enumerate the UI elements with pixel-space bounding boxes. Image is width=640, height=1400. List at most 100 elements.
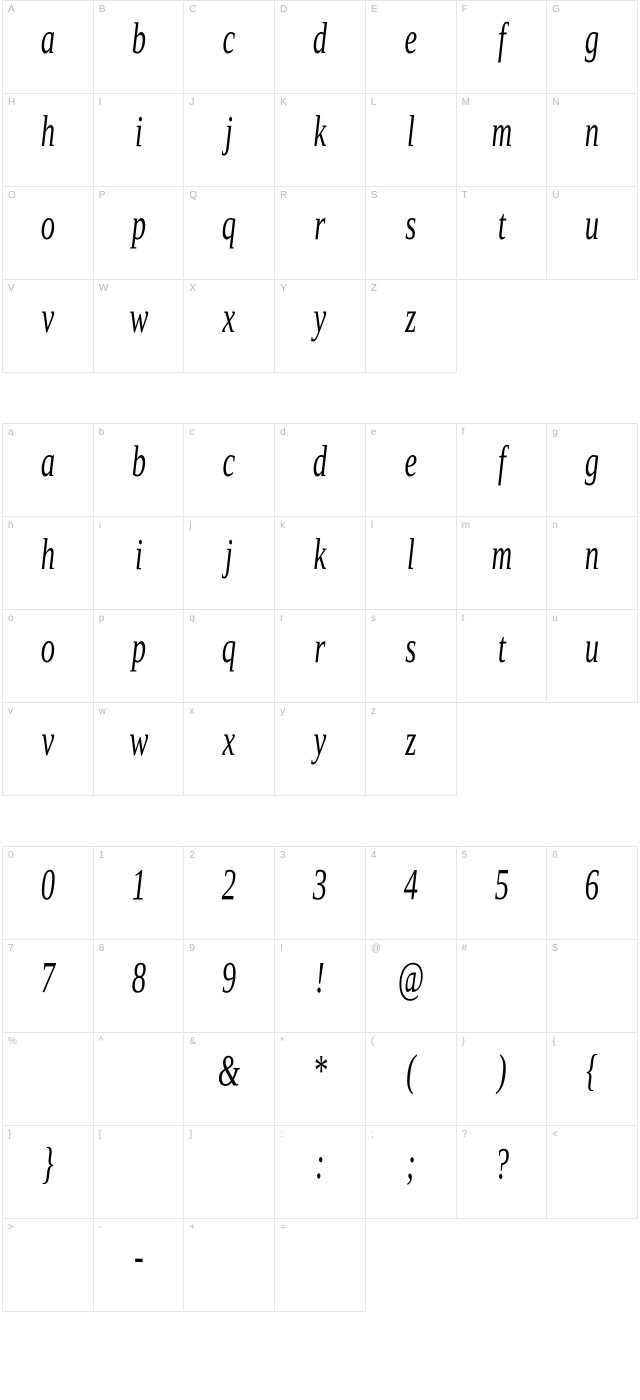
cell-glyph: u (563, 626, 621, 670)
cell-glyph: @ (382, 956, 440, 1000)
cell-label: F (462, 4, 468, 15)
cell-glyph: l (382, 533, 440, 577)
cell-glyph: 2 (200, 863, 258, 907)
cell-glyph: g (563, 17, 621, 61)
cell-label: a (8, 427, 14, 438)
glyph-cell: Yy (275, 280, 366, 373)
glyph-cell: 00 (3, 847, 94, 940)
cell-label: J (189, 97, 194, 108)
cell-label: m (462, 520, 470, 531)
cell-glyph: { (563, 1049, 621, 1093)
cell-glyph: o (19, 203, 77, 247)
cell-label: d (280, 427, 286, 438)
cell-label: < (552, 1129, 558, 1140)
cell-label: 4 (371, 850, 377, 861)
cell-label: & (189, 1036, 196, 1047)
cell-label: w (99, 706, 106, 717)
glyph-cell: ff (457, 424, 548, 517)
cell-glyph: p (109, 203, 167, 247)
cell-glyph: j (200, 110, 258, 154)
glyph-cell: cc (184, 424, 275, 517)
cell-label: l (371, 520, 373, 531)
cell-glyph: n (563, 533, 621, 577)
cell-label: = (280, 1222, 286, 1233)
empty-cell (457, 703, 548, 796)
cell-label: [ (99, 1129, 102, 1140)
glyph-cell: {{ (547, 1033, 638, 1126)
cell-glyph: m (472, 110, 530, 154)
glyph-cell: 99 (184, 940, 275, 1033)
cell-glyph: i (109, 110, 167, 154)
glyph-cell: && (184, 1033, 275, 1126)
cell-glyph: b (109, 17, 167, 61)
glyph-cell: Ww (94, 280, 185, 373)
cell-label: v (8, 706, 13, 717)
cell-label: N (552, 97, 559, 108)
cell-label: # (462, 943, 468, 954)
glyph-cell: Oo (3, 187, 94, 280)
cell-label: 2 (189, 850, 195, 861)
cell-glyph: ) (472, 1049, 530, 1093)
cell-label: * (280, 1036, 284, 1047)
cell-label: 9 (189, 943, 195, 954)
cell-glyph: w (109, 296, 167, 340)
cell-label: p (99, 613, 105, 624)
cell-label: u (552, 613, 558, 624)
cell-glyph: 8 (109, 956, 167, 1000)
cell-glyph: l (382, 110, 440, 154)
cell-label: B (99, 4, 106, 15)
cell-label: ; (371, 1129, 374, 1140)
glyph-cell: Tt (457, 187, 548, 280)
cell-glyph: b (109, 440, 167, 484)
cell-label: S (371, 190, 378, 201)
cell-glyph: w (109, 719, 167, 763)
glyph-cell: tt (457, 610, 548, 703)
glyph-cell: Nn (547, 94, 638, 187)
glyph-cell: Ee (366, 1, 457, 94)
empty-cell (366, 1219, 457, 1312)
cell-glyph: y (291, 719, 349, 763)
empty-cell (547, 280, 638, 373)
cell-glyph: 9 (200, 956, 258, 1000)
glyph-cell: nn (547, 517, 638, 610)
cell-label: { (552, 1036, 555, 1047)
cell-glyph: q (200, 626, 258, 670)
cell-label: 0 (8, 850, 14, 861)
cell-label: y (280, 706, 285, 717)
cell-glyph: 3 (291, 863, 349, 907)
cell-glyph: r (291, 626, 349, 670)
cell-label: $ (552, 943, 558, 954)
glyph-cell: aa (3, 424, 94, 517)
glyph-cell: Mm (457, 94, 548, 187)
glyph-cell: }} (3, 1126, 94, 1219)
glyph-cell: Qq (184, 187, 275, 280)
glyph-cell: Kk (275, 94, 366, 187)
glyph-cell: % (3, 1033, 94, 1126)
cell-glyph: y (291, 296, 349, 340)
glyph-cell: jj (184, 517, 275, 610)
glyph-cell: uu (547, 610, 638, 703)
glyph-cell: Cc (184, 1, 275, 94)
cell-glyph: - (109, 1235, 167, 1279)
glyph-cell: # (457, 940, 548, 1033)
cell-label: Z (371, 283, 377, 294)
cell-label: 7 (8, 943, 14, 954)
cell-label: + (189, 1222, 195, 1233)
glyph-cell: ?? (457, 1126, 548, 1219)
glyph-cell: Vv (3, 280, 94, 373)
cell-glyph: a (19, 440, 77, 484)
cell-label: X (189, 283, 196, 294)
section-uppercase: AaBbCcDdEeFfGgHhIiJjKkLlMmNnOoPpQqRrSsTt… (2, 0, 638, 373)
glyph-cell: Dd (275, 1, 366, 94)
cell-glyph: c (200, 440, 258, 484)
cell-label: > (8, 1222, 14, 1233)
cell-glyph: a (19, 17, 77, 61)
cell-label: D (280, 4, 287, 15)
cell-label: : (280, 1129, 283, 1140)
glyph-cell: ^ (94, 1033, 185, 1126)
cell-label: U (552, 190, 559, 201)
cell-glyph: * (291, 1049, 349, 1093)
cell-label: ] (189, 1129, 192, 1140)
cell-glyph: ; (382, 1142, 440, 1186)
glyph-cell: oo (3, 610, 94, 703)
